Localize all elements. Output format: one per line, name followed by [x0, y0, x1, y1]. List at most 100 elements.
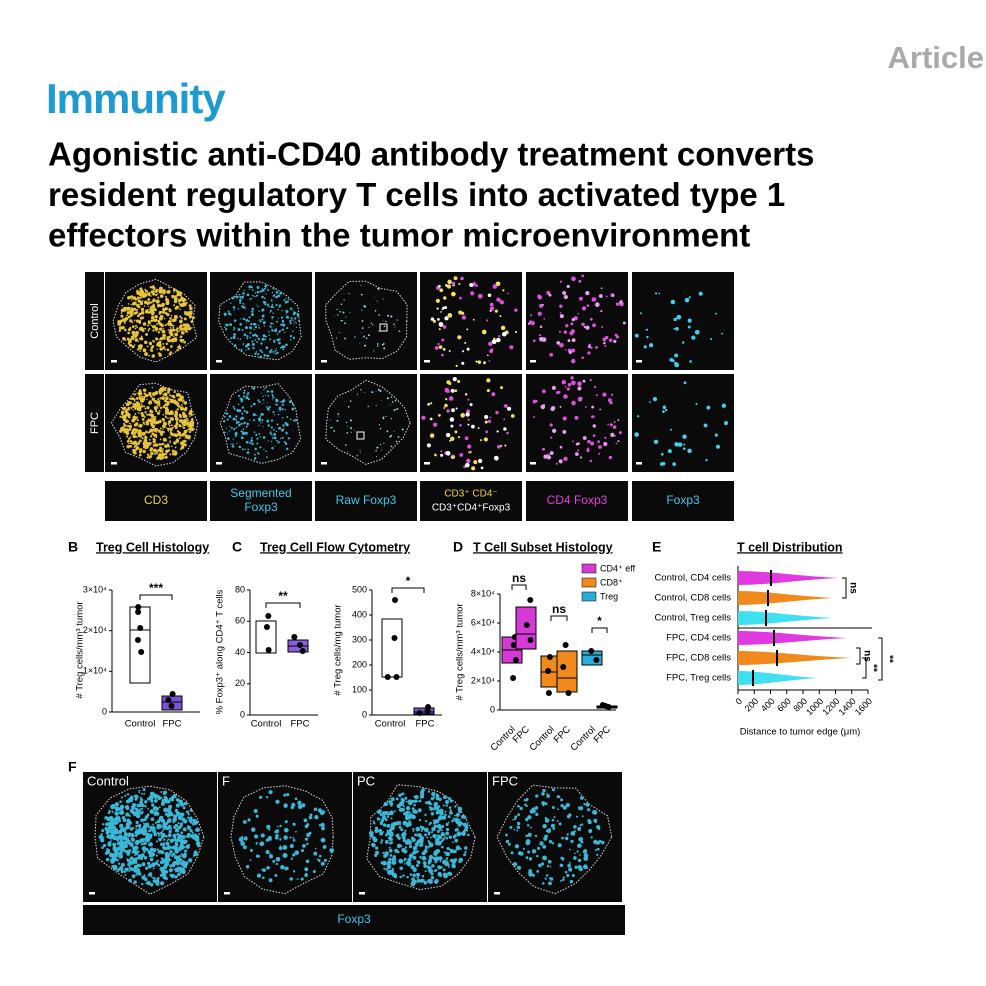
cell-dot [559, 280, 562, 283]
cell-dot [480, 466, 484, 470]
cell-dot [513, 828, 516, 831]
cell-dot [172, 794, 177, 799]
cell-dot [451, 863, 456, 869]
cell-dot [148, 829, 152, 833]
cell-dot [375, 391, 377, 392]
cell-dot [548, 839, 553, 844]
cell-dot [235, 419, 238, 421]
cell-dot [151, 345, 155, 348]
cell-dot [649, 401, 651, 404]
cell-dot [137, 403, 141, 406]
cell-dot [562, 878, 565, 882]
cell-dot [237, 394, 241, 398]
cell-dot [330, 426, 332, 429]
cell-dot [178, 800, 184, 805]
box [515, 606, 537, 650]
cell-dot [292, 319, 294, 321]
cell-dot [466, 347, 470, 351]
cell-dot [541, 862, 545, 866]
cell-dot [126, 849, 131, 854]
cell-dot [272, 859, 276, 863]
cell-dot [445, 857, 449, 860]
cell-dot [158, 327, 163, 331]
cell-dot [128, 422, 131, 425]
cell-dot [275, 856, 281, 862]
cell-dot [282, 403, 285, 406]
cell-dot [266, 865, 270, 870]
cell-dot [489, 302, 494, 307]
cell-dot [423, 880, 427, 884]
cell-dot [177, 292, 181, 297]
cell-dot [285, 343, 288, 347]
cell-dot [151, 432, 155, 436]
cell-dot [289, 339, 292, 341]
scale-bar [321, 462, 327, 465]
tissue-outline [325, 280, 408, 360]
cell-dot [135, 820, 139, 825]
cell-dot [144, 411, 147, 414]
cell-dot [147, 291, 151, 296]
cell-dot [243, 333, 247, 337]
cell-dot [159, 815, 164, 820]
cell-dot [239, 301, 242, 304]
cell-dot [141, 804, 145, 808]
cell-dot [423, 864, 428, 868]
column-label-box [526, 481, 628, 521]
cell-dot [163, 421, 166, 424]
cell-dot [579, 806, 584, 811]
cell-dot [590, 346, 593, 349]
cell-dot [571, 348, 576, 353]
cell-dot [129, 867, 134, 871]
cell-dot [232, 405, 235, 408]
cell-dot [525, 805, 528, 808]
cell-dot [151, 803, 155, 807]
cell-dot [157, 831, 160, 835]
cell-dot [247, 347, 250, 351]
cell-dot [353, 429, 355, 431]
cell-dot [542, 882, 545, 885]
cell-dot [169, 797, 175, 802]
cell-dot [549, 865, 552, 868]
cell-dot [162, 424, 166, 429]
cell-dot [291, 330, 294, 332]
cell-dot [525, 817, 529, 822]
cell-dot [361, 327, 364, 329]
cell-dot [418, 818, 422, 822]
cell-dot [281, 319, 285, 323]
cell-dot [186, 844, 190, 848]
point [424, 708, 431, 714]
cell-dot [162, 448, 164, 450]
cell-dot [166, 820, 170, 824]
cell-dot [412, 827, 415, 831]
y-tick-label: 300 [352, 634, 367, 644]
cell-dot [245, 425, 248, 428]
cell-dot [144, 293, 148, 297]
cell-dot [576, 815, 579, 818]
cell-dot [639, 312, 642, 315]
cell-dot [148, 413, 152, 417]
cell-dot [163, 792, 166, 796]
cell-dot [180, 404, 183, 406]
cell-dot [171, 449, 175, 452]
cell-dot [179, 844, 182, 848]
cell-dot [153, 848, 157, 852]
cell-dot [268, 790, 273, 795]
cell-dot [229, 313, 232, 316]
cell-dot [281, 400, 285, 403]
cell-dot [424, 801, 428, 805]
cell-dot [432, 833, 437, 839]
cell-dot [144, 836, 150, 841]
cell-dot [150, 817, 155, 822]
cell-dot [264, 338, 266, 341]
cell-dot [345, 444, 347, 446]
cell-dot [362, 337, 364, 338]
cell-dot [424, 827, 429, 833]
cell-dot [124, 409, 127, 413]
cell-dot [296, 313, 300, 317]
cell-dot [179, 868, 182, 871]
cell-dot [280, 864, 285, 870]
cell-dot [390, 823, 394, 827]
cell-dot [527, 850, 531, 854]
cell-dot [577, 381, 582, 387]
cell-dot [489, 416, 492, 419]
